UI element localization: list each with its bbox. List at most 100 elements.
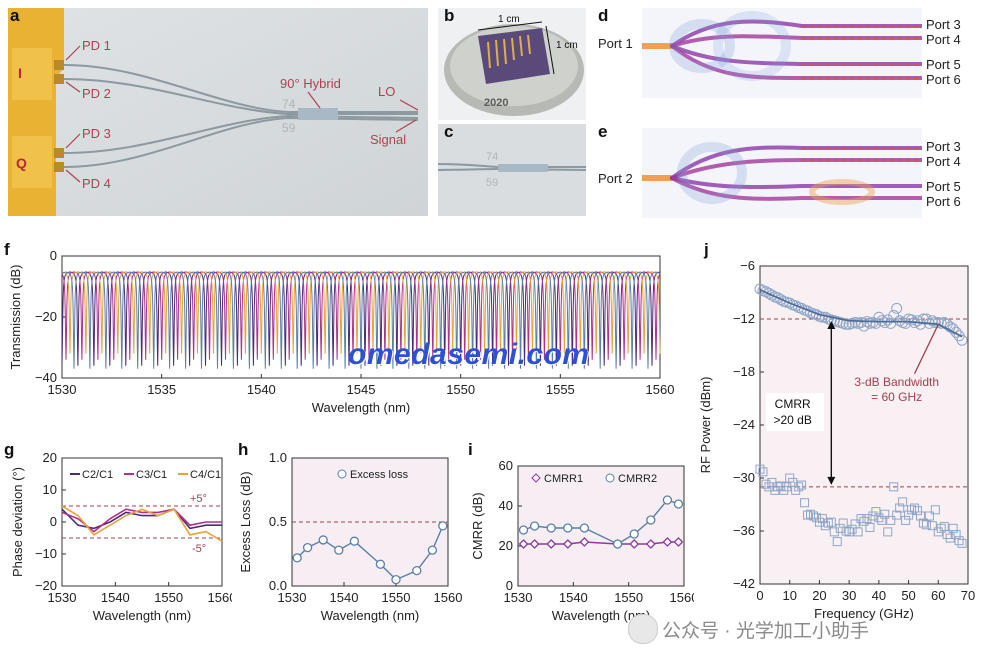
signal-point [796, 302, 808, 314]
y-tick-label: 40 [499, 498, 513, 513]
chip-mark-59: 59 [282, 121, 296, 135]
panel-c-label: c [444, 122, 454, 141]
common-mode-point [948, 523, 958, 533]
waveguides [63, 64, 419, 168]
signal-point [891, 302, 903, 314]
channel-i-label: I [18, 65, 22, 81]
panel-d-label: d [598, 6, 609, 25]
common-mode-point [883, 527, 893, 537]
cmrr1-point [546, 539, 557, 549]
watermark-text: omedasemi.com [348, 338, 590, 371]
signal-point [855, 317, 867, 329]
common-mode-point [844, 527, 854, 537]
common-mode-point [930, 505, 940, 515]
common-mode-point [823, 518, 833, 528]
panel-i-label: i [468, 440, 473, 459]
panel-e-simulation [642, 128, 922, 218]
common-mode-point [910, 503, 920, 513]
chip-photo: 74 59 I Q PD 1 PD 2 PD 3 PD 4 90° Hybrid… [8, 8, 428, 216]
signal-point [763, 287, 775, 299]
pd4-label: PD 4 [82, 176, 111, 191]
common-mode-point [862, 514, 872, 524]
cmrr1-point [673, 537, 684, 547]
excess-loss-point [438, 521, 448, 531]
y-tick-label: 60 [499, 458, 513, 473]
pd-square [54, 60, 64, 70]
signal-point [950, 326, 962, 338]
cmrr-chart: 1530 1540 1550 1560 60 40 20 0 Wavelength (nm) CM… [470, 458, 694, 623]
y-axis-label: CMRR (dB) [470, 492, 485, 559]
excess-loss-point [391, 574, 401, 585]
panel-d-port5: Port 5 [926, 57, 961, 72]
dim-line-y [545, 25, 555, 75]
lo-label: LO [378, 84, 395, 99]
panel-d-port3: Port 3 [926, 17, 961, 32]
x-tick-label: 1555 [546, 382, 575, 397]
cmrr2-point [612, 539, 623, 549]
cmrr-annotation: CMRR [775, 397, 811, 411]
common-mode-point [915, 511, 925, 521]
legend-label-2: CMRR2 [618, 473, 657, 485]
x-tick-label: 40 [872, 588, 886, 603]
pd-square [54, 74, 64, 84]
common-mode-point [808, 511, 818, 521]
signal-label: Signal [370, 132, 406, 147]
panel-a-photo: 74 59 I Q PD 1 PD 2 PD 3 PD 4 90° Hybrid… [8, 8, 428, 216]
signal-point [790, 300, 802, 312]
signal-point [772, 292, 784, 304]
common-mode-point [761, 479, 771, 489]
y-tick-label: −6 [740, 258, 755, 273]
x-tick-label: 1560 [646, 382, 675, 397]
x-tick-label: 50 [901, 588, 915, 603]
common-mode-point [877, 515, 887, 525]
excess-loss-point [412, 565, 422, 576]
rf-power-chart: 0 10 20 30 40 50 60 70 −6 −12 −18 −24 −30 −36 −42 Frequ… [698, 258, 975, 621]
sim-field-2 [642, 142, 922, 205]
common-mode-point [758, 467, 768, 477]
y-tick-label: 0 [50, 514, 57, 529]
signal-point [766, 289, 778, 301]
cmrr2-point [529, 521, 540, 531]
x-tick-label: 70 [961, 588, 975, 603]
panel-b-photo: 2020 1 cm 1 cm [438, 8, 586, 120]
legend-label-3: C4/C1 [190, 469, 221, 481]
y-tick-label: 10 [43, 482, 57, 497]
annotation-plus5: +5° [190, 493, 207, 505]
panel-j-label: j [704, 240, 709, 259]
panel-e-port3: Port 3 [926, 139, 961, 154]
channel-q-label: Q [16, 155, 27, 171]
common-mode-point [898, 497, 908, 507]
common-mode-point [859, 516, 869, 526]
cmrr2-point [546, 523, 556, 533]
signal-point [906, 314, 918, 326]
cmrr2-point [563, 523, 573, 533]
common-mode-point [794, 482, 804, 492]
x-tick-label: 1550 [154, 590, 183, 605]
x-tick-label: 1540 [559, 590, 588, 605]
y-tick-label: −24 [733, 417, 755, 432]
signal-point [870, 317, 882, 329]
cmrr2-point [518, 525, 529, 535]
panel-d-port6: Port 6 [926, 72, 961, 87]
x-tick-label: 20 [812, 588, 826, 603]
x-axis-label: Wavelength (nm) [552, 608, 651, 623]
phase-series-2 [61, 508, 222, 533]
x-tick-label: 1535 [147, 382, 176, 397]
panel-d-port4: Port 4 [926, 32, 961, 47]
legend-marker-1 [531, 473, 541, 483]
legend-label-1: CMRR1 [544, 473, 583, 485]
coin-year: 2020 [484, 97, 508, 109]
common-mode-point [895, 503, 905, 513]
signal-point [911, 315, 923, 327]
common-mode-point [841, 526, 851, 536]
pd-square [54, 162, 64, 172]
y-tick-label: 0 [506, 578, 513, 593]
legend-label-2: C3/C1 [136, 469, 167, 481]
y-tick-label: 20 [499, 538, 513, 553]
transmission-series-3 [62, 271, 661, 354]
panel-e-port6: Port 6 [926, 194, 961, 209]
y-tick-label: 0 [50, 248, 57, 263]
dim-y-label: 1 cm [556, 40, 578, 51]
y-axis-label: Phase deviation (°) [10, 467, 25, 577]
common-mode-point [904, 510, 914, 520]
